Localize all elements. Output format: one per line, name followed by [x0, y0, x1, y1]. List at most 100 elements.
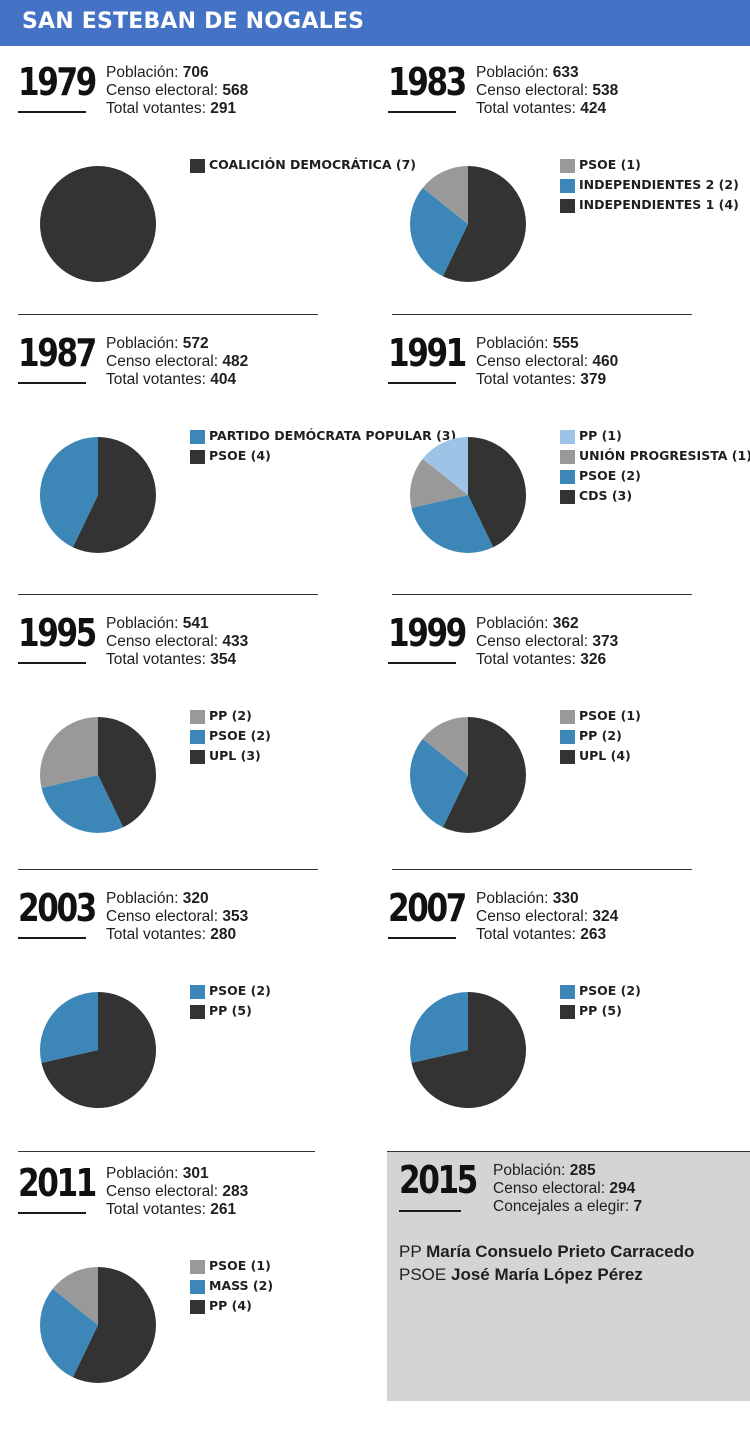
- pie-chart: [39, 992, 156, 1108]
- stat-value: 555: [552, 335, 579, 352]
- legend-label: PP (1): [579, 428, 622, 443]
- legend-swatch: [190, 710, 205, 724]
- legend-swatch: [560, 199, 575, 213]
- year-underline: [18, 662, 86, 664]
- legend-swatch: [190, 450, 205, 464]
- stat-value: 326: [580, 651, 607, 668]
- year-underline: [18, 937, 86, 939]
- stat-label: Total votantes:: [106, 371, 206, 388]
- stats: Población: 706 Censo electoral: 568 Total …: [106, 64, 248, 118]
- stat-label: Población:: [106, 64, 179, 81]
- stat-value: 538: [592, 82, 619, 99]
- stat-value: 424: [580, 100, 607, 117]
- legend-swatch: [560, 159, 575, 173]
- stat-value: 330: [552, 890, 579, 907]
- stat-label: Total votantes:: [476, 651, 576, 668]
- year-label: 2015: [399, 1158, 478, 1202]
- panel-2015: 2015 Población: 285 Censo electoral: 294…: [387, 1151, 750, 1401]
- year-label: 1999: [388, 611, 467, 655]
- stat-poblacion: Población: 706: [106, 64, 248, 82]
- stat-value: 291: [210, 100, 237, 117]
- stat-value: 261: [210, 1201, 237, 1218]
- pie-slice: [41, 775, 124, 834]
- legend-swatch: [560, 750, 575, 764]
- stat-votantes: Total votantes: 291: [106, 100, 248, 118]
- stat-value: 460: [592, 353, 619, 370]
- legend-label: PSOE (1): [579, 708, 641, 723]
- stat-poblacion: Población: 330: [476, 890, 618, 908]
- stat-censo: Censo electoral: 294: [493, 1180, 636, 1197]
- stat-poblacion: Población: 362: [476, 615, 618, 633]
- stat-label: Total votantes:: [106, 1201, 206, 1218]
- stat-poblacion: Población: 301: [106, 1165, 248, 1183]
- stat-label: Censo electoral:: [106, 1183, 219, 1200]
- stat-value: 433: [222, 633, 249, 650]
- pie-slice: [442, 166, 526, 282]
- stat-label: Censo electoral:: [476, 82, 589, 99]
- stat-poblacion: Población: 633: [476, 64, 618, 82]
- legend-swatch: [560, 450, 575, 464]
- row-divider: [392, 869, 692, 870]
- pie-slice: [422, 166, 468, 224]
- stat-poblacion: Población: 285: [493, 1162, 596, 1179]
- stat-value: 482: [222, 353, 249, 370]
- legend-swatch: [190, 1260, 205, 1274]
- stat-label: Población:: [106, 335, 179, 352]
- stat-value: 706: [182, 64, 209, 81]
- stat-label: Población:: [106, 890, 179, 907]
- stat-label: Población:: [476, 615, 549, 632]
- stat-votantes: Total votantes: 379: [476, 371, 618, 389]
- stat-poblacion: Población: 555: [476, 335, 618, 353]
- pie-slice: [411, 992, 526, 1108]
- pie-slice: [409, 992, 468, 1063]
- election-2003: 2003 Población: 320 Censo electoral: 353 To…: [18, 880, 388, 1155]
- stats-2015: Población: 285 Censo electoral: 294 Conc…: [493, 1162, 642, 1216]
- pie-chart: [409, 166, 526, 282]
- stat-label: Total votantes:: [476, 100, 576, 117]
- legend-swatch: [560, 985, 575, 999]
- stat-censo: Censo electoral: 538: [476, 82, 618, 100]
- year-label: 2003: [18, 886, 97, 930]
- pie-chart: [39, 717, 157, 834]
- stat-poblacion: Población: 320: [106, 890, 248, 908]
- stat-votantes: Total votantes: 404: [106, 371, 248, 389]
- stats: Población: 362 Censo electoral: 373 Total …: [476, 615, 618, 669]
- pie-slice: [442, 717, 526, 833]
- candidate-pp: PP María Consuelo Prieto Carracedo: [399, 1242, 695, 1261]
- stat-label: Población:: [476, 335, 549, 352]
- stat-value: 320: [182, 890, 209, 907]
- pie-slice: [409, 738, 468, 828]
- stat-value: 633: [552, 64, 579, 81]
- election-1987: 1987 Población: 572 Censo electoral: 482 To…: [18, 325, 456, 600]
- pie-slice: [72, 437, 156, 553]
- stat-value: 263: [580, 926, 607, 943]
- stat-value: 379: [580, 371, 607, 388]
- election-2011: 2011 Población: 301 Censo electoral: 283 To…: [18, 1155, 388, 1430]
- stat-label: Censo electoral:: [476, 908, 589, 925]
- stats: Población: 541 Censo electoral: 433 Total …: [106, 615, 248, 669]
- row-divider: [18, 869, 318, 870]
- legend-swatch: [190, 750, 205, 764]
- year-underline: [18, 111, 86, 113]
- row-divider: [392, 594, 692, 595]
- legend-label: PP (5): [579, 1003, 622, 1018]
- year-label: 2007: [388, 886, 467, 930]
- legend-swatch: [560, 490, 575, 504]
- stat-value: 362: [552, 615, 579, 632]
- pie-chart: [409, 992, 526, 1108]
- legend-swatch: [560, 730, 575, 744]
- year-underline: [388, 662, 456, 664]
- year-label: 2011: [18, 1161, 97, 1205]
- stats: Población: 330 Censo electoral: 324 Total …: [476, 890, 618, 944]
- year-underline: [388, 937, 456, 939]
- legend-label: PSOE (1): [209, 1258, 271, 1273]
- pie-slice: [422, 437, 468, 495]
- legend-swatch: [190, 430, 205, 444]
- legend-label: PP (2): [209, 708, 252, 723]
- stat-label: Población:: [106, 1165, 179, 1182]
- pie-chart: [39, 437, 156, 553]
- pie-slice: [422, 717, 468, 775]
- stat-votantes: Total votantes: 424: [476, 100, 618, 118]
- legend-label: CDS (3): [579, 488, 633, 503]
- stat-votantes: Total votantes: 280: [106, 926, 248, 944]
